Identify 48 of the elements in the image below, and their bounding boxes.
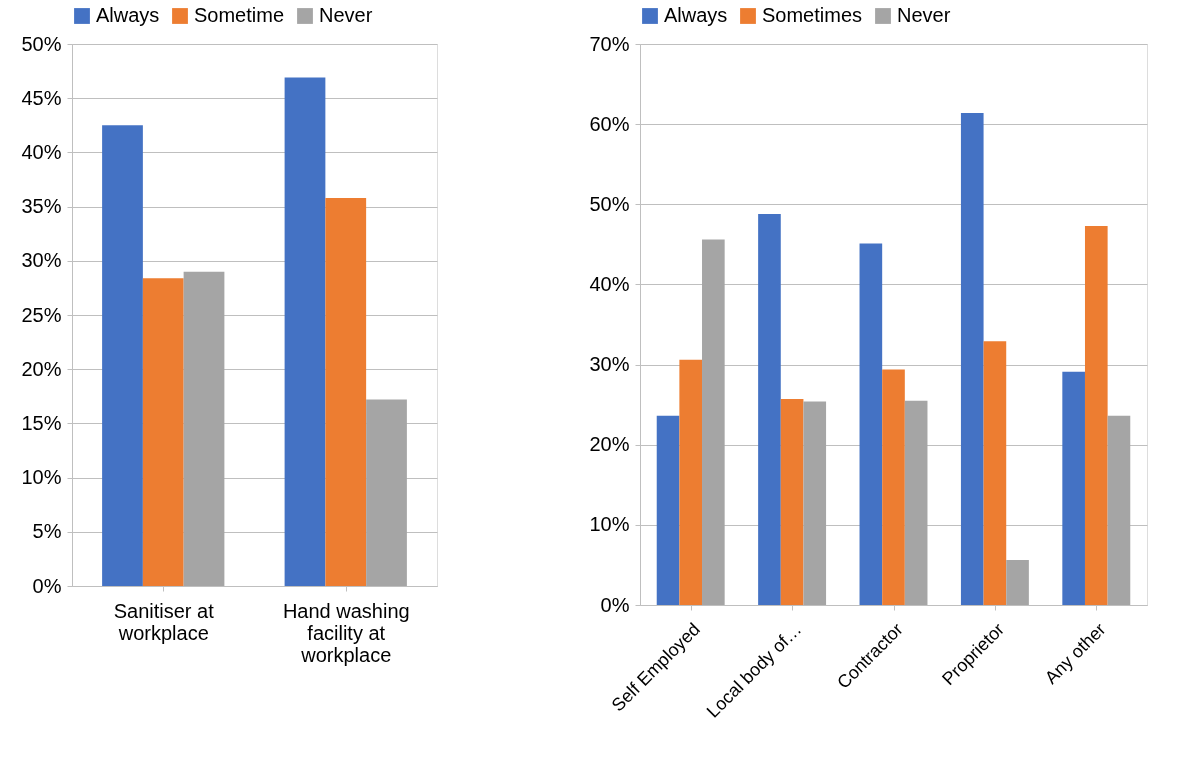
bar (1006, 560, 1029, 605)
y-tick-label: 40% (21, 140, 62, 163)
bar (366, 399, 407, 586)
bar (1107, 415, 1131, 605)
y-tick-label: 35% (21, 195, 62, 218)
y-tick-label: 40% (589, 272, 630, 295)
bar (325, 197, 367, 586)
y-tick-label: 10% (21, 466, 62, 489)
bar (656, 415, 680, 605)
bar (142, 278, 184, 586)
bar (183, 271, 225, 586)
bar (702, 239, 725, 605)
y-tick-label: 5% (32, 520, 62, 543)
y-tick-label: 30% (21, 249, 62, 272)
bar (679, 359, 703, 605)
y-tick-label: 70% (589, 32, 630, 55)
bar (882, 369, 905, 605)
y-tick-label: 50% (589, 192, 630, 215)
legend-label: Sometime (194, 4, 285, 26)
y-tick-label: 20% (589, 433, 630, 456)
bar (904, 400, 928, 605)
y-tick-label: 50% (21, 32, 62, 55)
legend-label: Never (319, 4, 373, 26)
bar (1084, 225, 1108, 605)
bar (284, 77, 326, 586)
y-tick-label: 0% (600, 593, 630, 616)
y-tick-label: 25% (21, 303, 62, 326)
legend-label: Never (897, 4, 951, 26)
x-tick-label: Hand washing facility at workplace (282, 599, 410, 666)
bar (983, 341, 1007, 605)
bar (859, 243, 883, 605)
y-tick-label: 0% (32, 574, 62, 597)
x-tick-label: Sanitiser at workplace (113, 599, 215, 644)
y-tick-label: 10% (589, 513, 630, 536)
bar (960, 112, 984, 605)
legend-label: Always (96, 4, 160, 26)
legend-label: Sometimes (762, 4, 863, 26)
y-tick-label: 45% (21, 86, 62, 109)
y-tick-label: 30% (589, 353, 630, 376)
y-tick-label: 60% (589, 112, 630, 135)
bar (803, 401, 827, 605)
bar (1062, 371, 1085, 605)
legend-label: Always (664, 4, 728, 26)
y-tick-label: 15% (21, 411, 62, 434)
bar (780, 399, 804, 605)
bar (102, 125, 143, 586)
bar (758, 213, 781, 605)
y-tick-label: 20% (21, 357, 62, 380)
